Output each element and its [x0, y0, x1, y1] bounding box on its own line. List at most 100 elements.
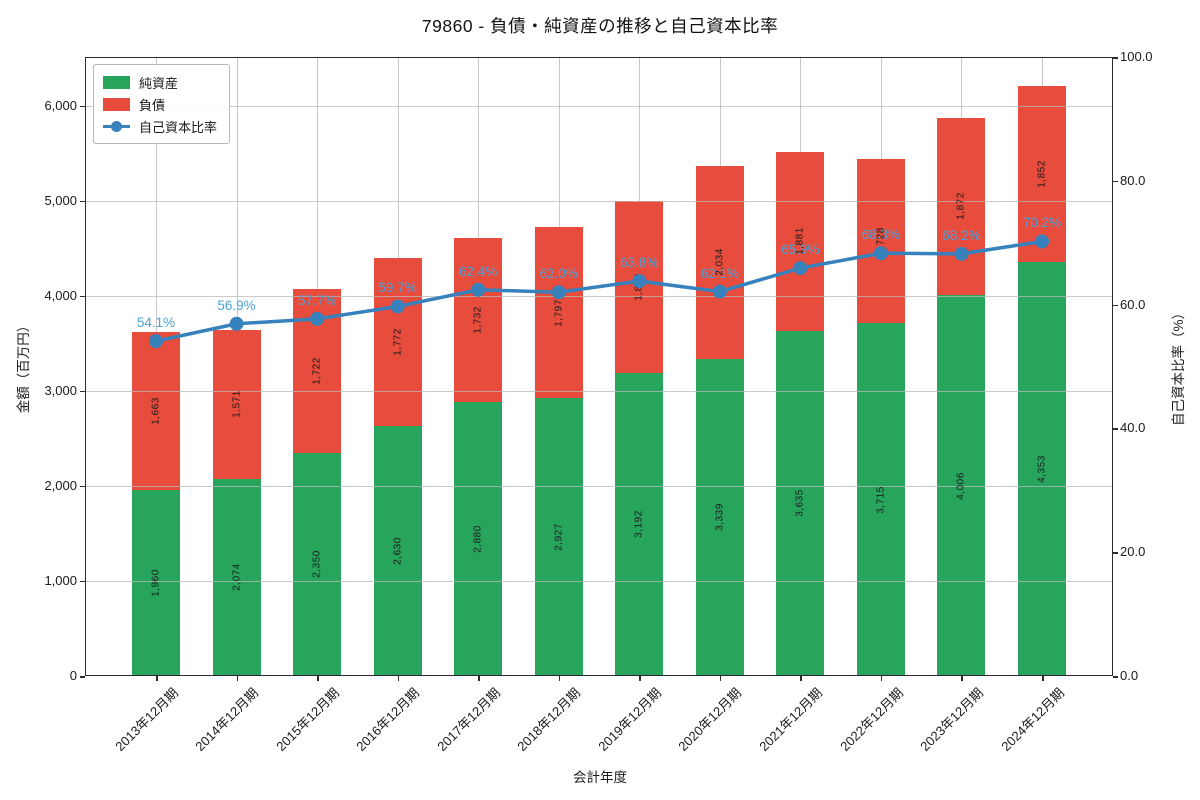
x-tick-mark: [639, 676, 641, 681]
y-tick-label-left: 0: [69, 668, 77, 683]
equity-ratio-marker: [873, 246, 888, 261]
left-tick-mark: [80, 295, 85, 298]
equity-ratio-marker: [712, 284, 727, 299]
y-tick-label-right: 80.0: [1120, 172, 1146, 188]
grid-line-horizontal: [85, 485, 1113, 487]
bar-segment-equity: [454, 402, 503, 676]
ratio-point-label: 62.1%: [700, 265, 739, 281]
x-tick-mark: [961, 676, 963, 681]
bar-segment-debt: [534, 227, 583, 398]
bar-segment-equity: [1018, 262, 1066, 676]
ratio-line-swatch-icon: [103, 120, 130, 133]
x-tick-label: 2016年12月期: [353, 685, 423, 754]
x-tick-label: 2023年12月期: [917, 685, 987, 754]
equity-ratio-marker: [793, 261, 808, 276]
x-tick-label: 2021年12月期: [756, 685, 826, 754]
bar-segment-equity: [373, 426, 422, 676]
y-tick-label-left: 2,000: [44, 477, 77, 493]
x-tick-label: 2015年12月期: [272, 685, 342, 754]
bar-segment-debt: [695, 165, 744, 359]
ratio-point-label: 62.0%: [539, 266, 578, 282]
chart-title: 79860 - 負債・純資産の推移と自己資本比率: [421, 16, 779, 36]
right-tick-mark: [1113, 304, 1118, 307]
legend-item-debt: 負債: [103, 93, 217, 115]
y-tick-label-right: 60.0: [1120, 296, 1146, 312]
grid-line-horizontal: [85, 200, 1113, 202]
x-tick-label: 2024年12月期: [997, 685, 1067, 754]
ratio-point-label: 63.8%: [620, 255, 659, 271]
ratio-point-label: 62.4%: [459, 263, 498, 279]
y-tick-label-right: 40.0: [1120, 420, 1146, 436]
bar-segment-equity: [534, 397, 583, 676]
equity-ratio-marker: [551, 285, 566, 300]
bar-segment-equity: [212, 478, 261, 676]
equity-ratio-marker: [632, 274, 647, 289]
left-tick-mark: [80, 390, 85, 393]
x-tick-label: 2020年12月期: [675, 685, 745, 754]
x-tick-label: 2013年12月期: [111, 685, 181, 754]
bar-segment-debt: [454, 237, 503, 403]
ratio-point-label: 59.7%: [378, 280, 417, 296]
grid-line-horizontal: [85, 580, 1113, 582]
equity-ratio-marker: [471, 282, 486, 297]
right-tick-mark: [1113, 676, 1118, 678]
x-tick-mark: [800, 676, 802, 681]
legend-item-equity: 純資産: [103, 71, 217, 93]
left-tick-mark: [80, 105, 85, 108]
left-tick-mark: [80, 676, 85, 678]
bar-segment-debt: [937, 117, 986, 296]
bar-segment-equity: [293, 452, 342, 676]
right-axis-title: 自己資本比率（%）: [1171, 305, 1186, 427]
bar-segment-debt: [373, 257, 422, 427]
equity-ratio-line-layer: [149, 234, 1049, 349]
x-tick-label: 2019年12月期: [595, 685, 665, 754]
ratio-point-label: 68.3%: [861, 227, 901, 243]
equity-ratio-marker: [149, 334, 163, 349]
bar-segment-equity: [615, 372, 664, 676]
bar-segment-debt: [212, 329, 261, 479]
debt-swatch-icon: [103, 97, 130, 111]
x-tick-mark: [478, 676, 480, 681]
x-tick-mark: [236, 676, 239, 681]
ratio-point-label: 54.1%: [136, 315, 176, 331]
equity-swatch-icon: [103, 75, 130, 89]
legend: 純資産 負債 自己資本比率: [93, 64, 231, 144]
equity-ratio-marker: [390, 299, 405, 314]
x-axis-title: 会計年度: [573, 770, 627, 785]
bar-segment-debt: [1018, 86, 1066, 263]
y-tick-label-right: 0.0: [1120, 668, 1139, 683]
legend-item-ratio: 自己資本比率: [103, 115, 217, 137]
y-tick-label-left: 4,000: [44, 287, 77, 303]
x-tick-label: 2014年12月期: [192, 685, 262, 754]
legend-label-equity: 純資産: [139, 75, 179, 91]
x-tick-mark: [1042, 676, 1044, 681]
right-tick-mark: [1113, 428, 1118, 430]
x-tick-mark: [397, 676, 400, 681]
bar-segment-debt: [856, 158, 905, 324]
y-tick-label-left: 5,000: [44, 192, 77, 208]
equity-ratio-marker: [310, 311, 325, 326]
bar-segment-equity: [776, 330, 825, 676]
grid-line-horizontal: [85, 390, 1113, 392]
bar-segment-debt: [776, 151, 825, 331]
ratio-point-label: 57.7%: [297, 292, 337, 308]
equity-ratio-marker: [954, 246, 969, 261]
equity-ratio-marker: [229, 316, 244, 331]
y-tick-label-left: 1,000: [44, 572, 77, 588]
ratio-point-label: 68.2%: [942, 227, 981, 243]
x-tick-label: 2017年12月期: [434, 685, 503, 754]
ratio-point-label: 65.9%: [781, 242, 820, 258]
x-tick-label: 2018年12月期: [514, 685, 584, 754]
y-tick-label-right: 20.0: [1120, 544, 1146, 560]
right-tick-mark: [1113, 57, 1118, 59]
y-tick-label-left: 3,000: [44, 382, 77, 398]
ratio-point-label: 56.9%: [217, 297, 256, 313]
y-tick-label-right: 100.0: [1120, 49, 1153, 64]
left-tick-mark: [80, 580, 85, 583]
x-tick-mark: [880, 676, 883, 681]
x-tick-mark: [719, 676, 722, 681]
x-tick-mark: [558, 676, 561, 681]
left-tick-mark: [80, 200, 85, 203]
left-axis-title: 金額（百万円）: [16, 318, 31, 414]
